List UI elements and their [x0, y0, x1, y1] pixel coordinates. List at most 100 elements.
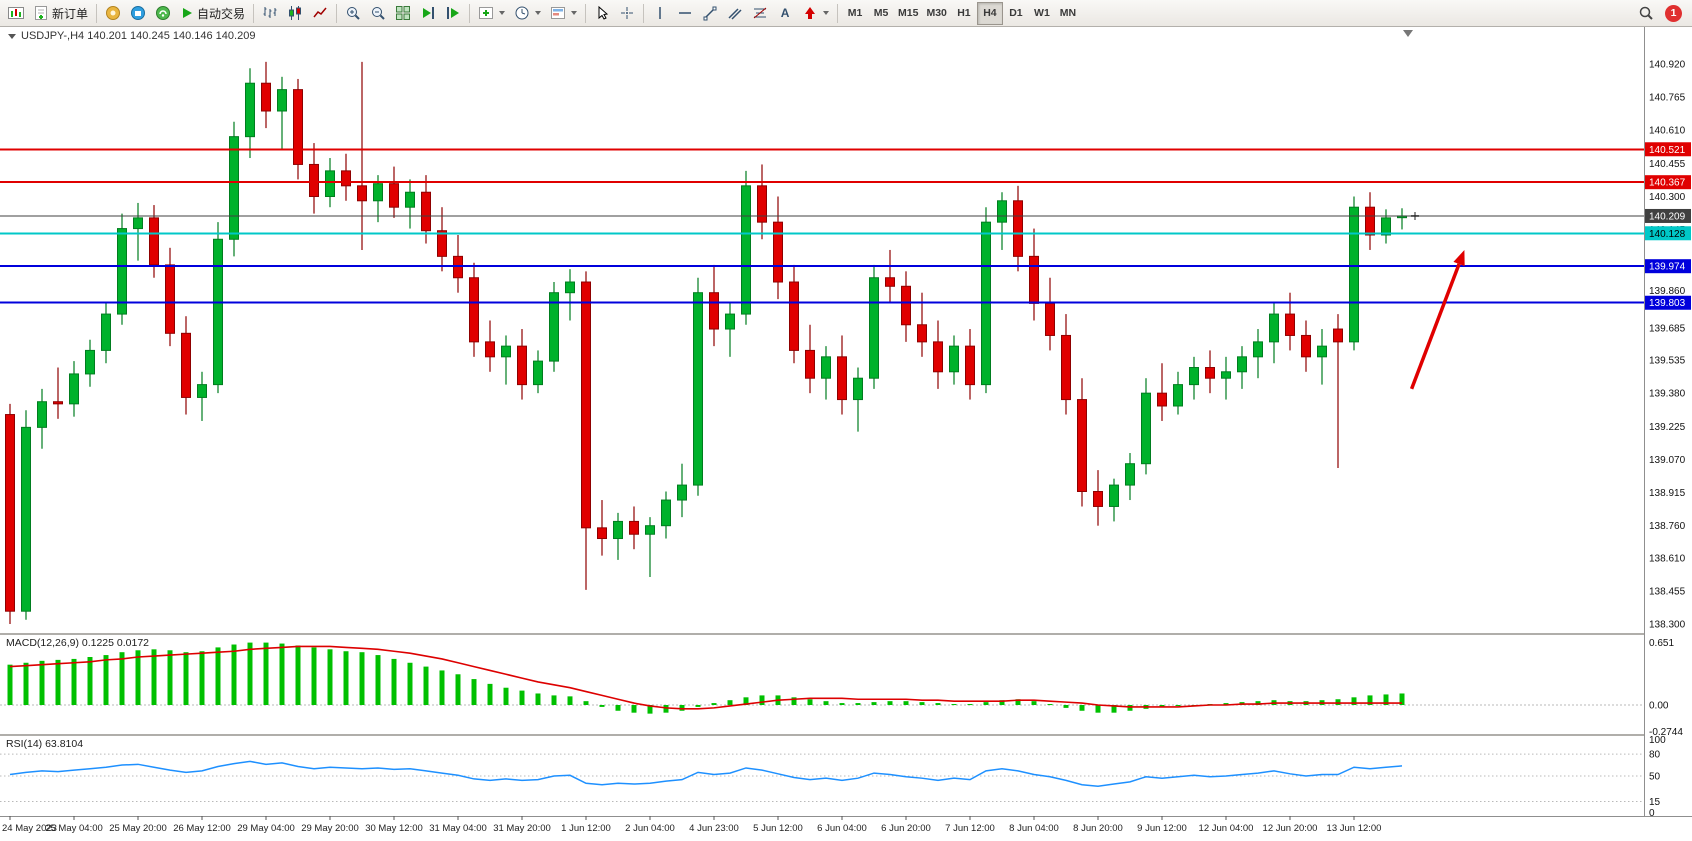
- svg-text:139.225: 139.225: [1649, 422, 1686, 433]
- crosshair-button[interactable]: [615, 2, 639, 25]
- chart-canvas[interactable]: 140.920 140.765 140.610 140.455 140.300 140.1…: [0, 27, 1692, 841]
- toolbar-separator: [336, 3, 338, 23]
- candles-layer: [5, 61, 1407, 625]
- svg-text:4 Jun 23:00: 4 Jun 23:00: [689, 823, 739, 834]
- indicators-button[interactable]: [474, 2, 509, 25]
- svg-text:12 Jun 04:00: 12 Jun 04:00: [1199, 823, 1254, 834]
- chart-window: 140.920 140.765 140.610 140.455 140.300 140.1…: [0, 27, 1692, 841]
- svg-text:139.535: 139.535: [1649, 356, 1686, 367]
- chart-shift-marker[interactable]: [1403, 30, 1413, 37]
- tile-windows-button[interactable]: [391, 2, 415, 25]
- periods-button[interactable]: [510, 2, 545, 25]
- timeframe-h4[interactable]: H4: [976, 1, 1003, 25]
- svg-text:139.803: 139.803: [1649, 298, 1686, 309]
- new-chart-button[interactable]: [4, 2, 28, 25]
- dropdown-caret-icon: [571, 11, 578, 15]
- cursor-icon: [598, 5, 609, 20]
- toolbar-separator: [469, 3, 471, 23]
- main-toolbar: 新订单 自动交易: [0, 0, 1692, 27]
- svg-text:0.00: 0.00: [1649, 701, 1669, 712]
- svg-text:140.521: 140.521: [1649, 145, 1686, 156]
- timeframe-m1[interactable]: M1: [842, 2, 868, 25]
- notification-badge[interactable]: 1: [1665, 4, 1682, 22]
- horizontal-line-button[interactable]: [673, 2, 697, 25]
- svg-text:5 Jun 12:00: 5 Jun 12:00: [753, 823, 803, 834]
- bar-chart-icon: [263, 7, 277, 18]
- candlestick-chart-icon: [289, 6, 302, 20]
- svg-text:1 Jun 12:00: 1 Jun 12:00: [561, 823, 611, 834]
- market-button[interactable]: [126, 2, 150, 25]
- signals-icon: [156, 6, 171, 20]
- svg-text:31 May 20:00: 31 May 20:00: [493, 823, 551, 834]
- text-tool-icon: A: [780, 6, 790, 20]
- svg-text:29 May 20:00: 29 May 20:00: [301, 823, 359, 834]
- indicators-icon: [479, 7, 494, 19]
- svg-text:2 Jun 04:00: 2 Jun 04:00: [625, 823, 675, 834]
- autotrade-button[interactable]: 自动交易: [176, 2, 249, 25]
- svg-text:139.860: 139.860: [1649, 286, 1686, 297]
- fibonacci-button[interactable]: [748, 2, 772, 25]
- community-icon: [106, 6, 121, 20]
- svg-text:139.974: 139.974: [1649, 262, 1686, 273]
- trendline-icon: [703, 6, 717, 21]
- signals-button[interactable]: [151, 2, 175, 25]
- vertical-line-button[interactable]: [648, 2, 672, 25]
- svg-text:140.128: 140.128: [1649, 229, 1686, 240]
- new-order-icon: [35, 6, 47, 20]
- macd-layer: [0, 642, 1644, 714]
- svg-text:80: 80: [1649, 750, 1661, 761]
- svg-text:140.300: 140.300: [1649, 192, 1686, 203]
- svg-text:138.915: 138.915: [1649, 488, 1686, 499]
- timeframe-m30[interactable]: M30: [922, 2, 950, 25]
- svg-text:140.367: 140.367: [1649, 178, 1686, 189]
- channel-button[interactable]: [723, 2, 747, 25]
- zoom-out-button[interactable]: [366, 2, 390, 25]
- svg-text:24 May 2023: 24 May 2023: [2, 823, 57, 834]
- candlestick-chart-button[interactable]: [283, 2, 307, 25]
- price-scale[interactable]: 140.920 140.765 140.610 140.455 140.300 140.1…: [1644, 27, 1692, 819]
- bar-chart-button[interactable]: [258, 2, 282, 25]
- svg-text:140.765: 140.765: [1649, 93, 1686, 104]
- svg-text:139.380: 139.380: [1649, 389, 1686, 400]
- templates-button[interactable]: [546, 2, 581, 25]
- svg-text:25 May 04:00: 25 May 04:00: [45, 823, 103, 834]
- zoom-in-button[interactable]: [341, 2, 365, 25]
- svg-text:6 Jun 20:00: 6 Jun 20:00: [881, 823, 931, 834]
- new-order-label: 新订单: [52, 6, 89, 21]
- trendline-button[interactable]: [698, 2, 722, 25]
- timeframe-m15[interactable]: M15: [894, 2, 922, 25]
- last-price-marker: [1411, 211, 1419, 220]
- arrow-annotation[interactable]: [1409, 249, 1465, 390]
- svg-text:0: 0: [1649, 808, 1655, 819]
- tile-windows-icon: [396, 6, 411, 20]
- timeframe-h1[interactable]: H1: [951, 2, 977, 25]
- shapes-button[interactable]: [798, 2, 833, 25]
- svg-text:138.760: 138.760: [1649, 521, 1686, 532]
- chart-shift-button[interactable]: [441, 2, 465, 25]
- search-button[interactable]: [1634, 2, 1658, 25]
- crosshair-icon: [621, 7, 634, 19]
- timeframe-m5[interactable]: M5: [868, 2, 894, 25]
- new-chart-icon: [8, 7, 24, 19]
- line-chart-button[interactable]: [308, 2, 332, 25]
- timeframe-group: M1 M5 M15 M30 H1 H4 D1 W1 MN: [842, 1, 1081, 25]
- timeframe-w1[interactable]: W1: [1029, 2, 1055, 25]
- autoscroll-button[interactable]: [416, 2, 440, 25]
- community-button[interactable]: [101, 2, 125, 25]
- new-order-button[interactable]: 新订单: [29, 2, 92, 25]
- svg-text:139.070: 139.070: [1649, 455, 1686, 466]
- rsi-layer: [0, 753, 1644, 803]
- market-icon: [131, 6, 146, 20]
- hlines-layer[interactable]: [0, 148, 1644, 304]
- svg-text:25 May 20:00: 25 May 20:00: [109, 823, 167, 834]
- timeframe-mn[interactable]: MN: [1055, 2, 1081, 25]
- timeframe-d1[interactable]: D1: [1003, 2, 1029, 25]
- svg-text:13 Jun 12:00: 13 Jun 12:00: [1327, 823, 1382, 834]
- svg-text:0.651: 0.651: [1649, 638, 1674, 649]
- text-button[interactable]: A: [773, 2, 797, 25]
- chart-shift-icon: [447, 7, 460, 19]
- svg-text:29 May 04:00: 29 May 04:00: [237, 823, 295, 834]
- cursor-button[interactable]: [590, 2, 614, 25]
- autotrade-play-icon: [183, 8, 193, 18]
